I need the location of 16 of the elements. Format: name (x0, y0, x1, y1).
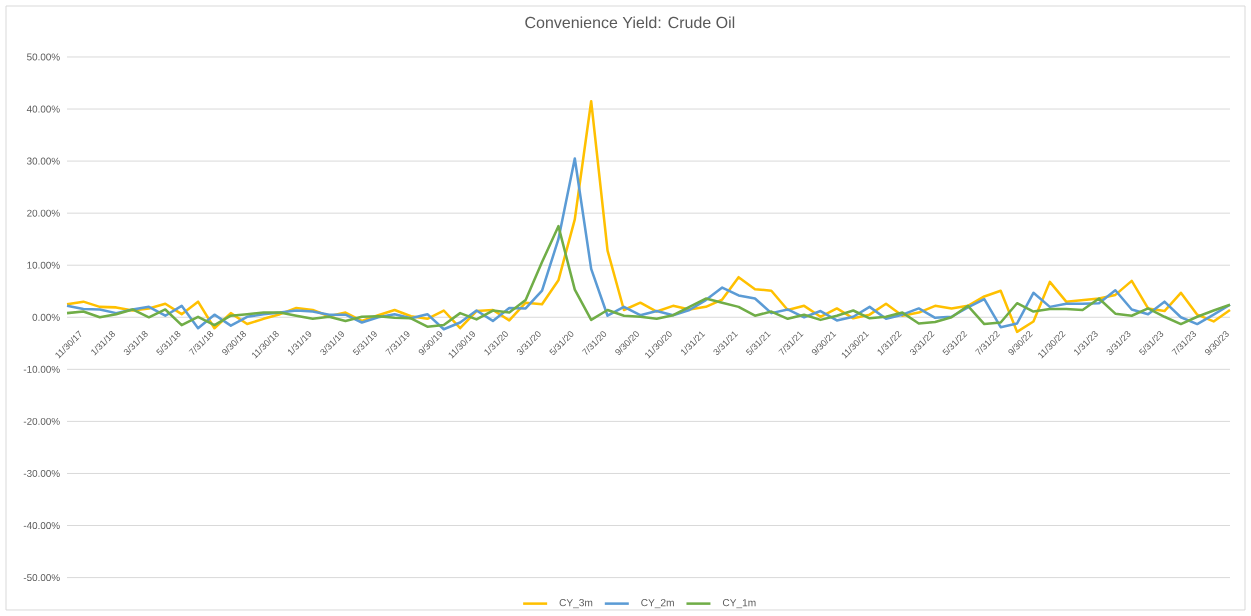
y-tick-label: -20.00% (23, 417, 60, 425)
y-tick-label: 50.00% (27, 53, 60, 61)
y-tick-label: 30.00% (26, 157, 60, 165)
chart-title: Convenience Yield: Crude Oil (525, 16, 735, 29)
y-tick-label: -30.00% (23, 469, 60, 477)
y-tick-label: -40.00% (23, 522, 60, 530)
y-tick-label: -50.00% (23, 574, 60, 582)
legend-label: CY_3m (559, 599, 593, 609)
y-tick-label: 10.00% (27, 261, 60, 269)
y-tick-label: 0.00% (32, 313, 60, 321)
y-tick-label: -10.00% (23, 365, 60, 373)
y-tick-label: 20.00% (27, 209, 60, 217)
legend-label: CY_2m (641, 599, 674, 609)
line-series (65, 224, 1232, 328)
legend-label: CY_1m (722, 599, 756, 609)
y-tick-label: 40.00% (26, 105, 60, 113)
